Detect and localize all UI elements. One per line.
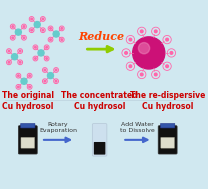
- Text: The concentrated
Cu hydrosol: The concentrated Cu hydrosol: [61, 91, 138, 111]
- Circle shape: [29, 75, 30, 77]
- Circle shape: [140, 73, 143, 76]
- Circle shape: [50, 28, 51, 29]
- Circle shape: [125, 52, 127, 54]
- Circle shape: [18, 75, 19, 77]
- Circle shape: [12, 54, 18, 60]
- Circle shape: [61, 39, 63, 40]
- Circle shape: [19, 50, 21, 52]
- Circle shape: [170, 52, 173, 54]
- Circle shape: [55, 80, 57, 82]
- FancyBboxPatch shape: [21, 123, 35, 128]
- Circle shape: [46, 58, 47, 59]
- Circle shape: [133, 37, 165, 69]
- Circle shape: [12, 37, 14, 39]
- Circle shape: [166, 38, 168, 41]
- Circle shape: [138, 43, 150, 54]
- FancyBboxPatch shape: [21, 137, 35, 148]
- Circle shape: [23, 37, 25, 39]
- Circle shape: [18, 86, 19, 88]
- Circle shape: [31, 29, 32, 31]
- Circle shape: [42, 18, 44, 20]
- Circle shape: [55, 69, 57, 71]
- Circle shape: [140, 30, 143, 33]
- Circle shape: [19, 61, 21, 63]
- Circle shape: [21, 78, 27, 84]
- Circle shape: [154, 30, 157, 33]
- Circle shape: [44, 80, 46, 82]
- Circle shape: [31, 18, 32, 20]
- Text: Rotary
Evaporation: Rotary Evaporation: [39, 122, 77, 133]
- Circle shape: [29, 86, 30, 88]
- FancyBboxPatch shape: [94, 142, 105, 155]
- Circle shape: [44, 69, 46, 71]
- Circle shape: [154, 73, 157, 76]
- Circle shape: [46, 46, 47, 48]
- Text: Reduce: Reduce: [78, 31, 125, 42]
- Circle shape: [35, 46, 36, 48]
- Text: The original
Cu hydrosol: The original Cu hydrosol: [2, 91, 54, 111]
- Circle shape: [12, 26, 14, 27]
- Circle shape: [15, 29, 21, 35]
- FancyBboxPatch shape: [160, 123, 175, 128]
- Circle shape: [42, 29, 44, 31]
- Circle shape: [50, 39, 51, 40]
- Circle shape: [129, 65, 132, 68]
- FancyBboxPatch shape: [92, 124, 107, 156]
- Text: The re-dispersive
Cu hydrosol: The re-dispersive Cu hydrosol: [130, 91, 205, 111]
- FancyBboxPatch shape: [18, 126, 37, 154]
- Circle shape: [129, 38, 132, 41]
- Circle shape: [53, 31, 59, 37]
- Circle shape: [61, 28, 63, 29]
- Circle shape: [47, 73, 53, 79]
- Text: Add Water
to Dissolve: Add Water to Dissolve: [120, 122, 155, 133]
- Circle shape: [35, 58, 36, 59]
- Circle shape: [34, 22, 40, 28]
- FancyBboxPatch shape: [161, 137, 175, 148]
- Circle shape: [8, 50, 10, 52]
- Circle shape: [166, 65, 168, 68]
- Circle shape: [38, 50, 44, 56]
- FancyBboxPatch shape: [158, 126, 177, 154]
- Circle shape: [23, 26, 25, 27]
- Circle shape: [8, 61, 10, 63]
